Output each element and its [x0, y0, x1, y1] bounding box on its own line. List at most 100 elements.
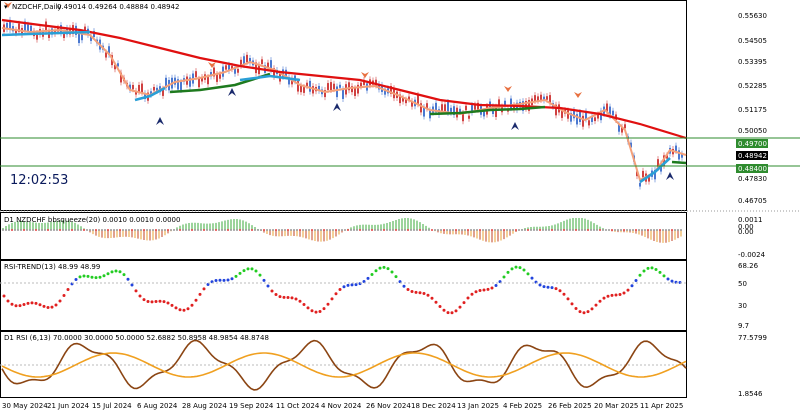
squeeze-dot: [200, 229, 202, 231]
main-price-panel[interactable]: [0, 0, 687, 211]
squeeze-dot: [533, 229, 535, 231]
squeeze-dot: [392, 229, 394, 231]
rsi-trend-dot: [298, 299, 302, 303]
candle-body: [228, 64, 230, 72]
rsi-trend-dot: [670, 279, 674, 283]
candle-body: [90, 35, 92, 41]
rsi-trend-dot: [386, 267, 390, 271]
squeeze-dot: [263, 229, 265, 231]
squeeze-dot: [341, 229, 343, 231]
lower-line-price: 0.48400: [738, 165, 767, 173]
rsi-trend-dot: [142, 298, 146, 302]
squeeze-dot: [134, 229, 136, 231]
squeeze-dot: [461, 229, 463, 231]
rsi-trend-dot: [474, 290, 478, 294]
rsi-trend-dot: [18, 304, 22, 308]
squeeze-dot: [509, 229, 511, 231]
squeeze-dot: [158, 229, 160, 231]
rsi-trend-dot: [90, 275, 94, 279]
rsi-trend-dot: [30, 301, 34, 305]
squeeze-dot: [380, 229, 382, 231]
candle-body: [513, 105, 515, 110]
squeeze-dot: [386, 229, 388, 231]
rsi-trend-label: RSI-TREND(13) 48.99 48.99: [4, 263, 100, 271]
squeeze-dot: [665, 229, 667, 231]
rsi-trend-dot: [334, 292, 338, 296]
price-tick: 0.55630: [738, 12, 767, 20]
rsi-trend-dot: [554, 287, 558, 291]
candle-body: [624, 124, 626, 129]
trend-line: [134, 86, 166, 102]
candle-body: [678, 150, 680, 160]
squeeze-dot: [332, 229, 334, 231]
symbol-arrow-icon[interactable]: ▾: [4, 3, 8, 11]
squeeze-dot: [626, 229, 628, 231]
squeeze-dot: [245, 229, 247, 231]
rsi-trend-dot: [302, 302, 306, 306]
squeeze-dot: [560, 229, 562, 231]
rsi-trend-dot: [550, 286, 554, 290]
candle-body: [609, 106, 611, 117]
rsi-trend-dot: [546, 285, 550, 289]
rsi-trend-dot: [134, 289, 138, 293]
squeeze-dot: [473, 229, 475, 231]
squeeze-dot: [578, 229, 580, 231]
rsi-trend-dot: [130, 283, 134, 287]
squeeze-dot: [458, 229, 460, 231]
squeeze-dot: [566, 229, 568, 231]
rsi-trend-dot: [262, 278, 266, 282]
squeeze-dot: [431, 229, 433, 231]
candle-body: [30, 25, 32, 33]
rsi-trend-dot: [478, 289, 482, 293]
squeeze-dot: [311, 229, 313, 231]
rsi-trend-dot: [198, 292, 202, 296]
candle-body: [375, 79, 377, 86]
rsi-trend-dot: [530, 276, 534, 280]
squeeze-dot: [188, 229, 190, 231]
squeeze-dot: [548, 229, 550, 231]
candle-body: [333, 83, 335, 90]
rsi-trend-dot: [206, 283, 210, 287]
time-label: 18 Dec 2024: [411, 402, 456, 410]
rsi-trend-panel[interactable]: [0, 260, 687, 331]
time-label: 11 Oct 2024: [276, 402, 320, 410]
squeeze-dot: [395, 229, 397, 231]
candle-body: [156, 87, 158, 92]
time-label: 28 Aug 2024: [182, 402, 227, 410]
sell-arrow-icon: [574, 92, 582, 98]
rsi-trend-dot: [98, 275, 102, 279]
rsi-trend-dot: [366, 276, 370, 280]
rsi-trend-dot: [26, 301, 30, 305]
squeeze-dot: [26, 229, 28, 231]
rsi-trend-dot: [74, 278, 78, 282]
candle-body: [267, 62, 269, 69]
rsi-trend-dot: [622, 291, 626, 295]
squeeze-dot: [551, 229, 553, 231]
squeeze-dot: [11, 229, 13, 231]
squeeze-dot: [647, 229, 649, 231]
rsi-trend-dot: [274, 293, 278, 297]
candle-body: [363, 79, 365, 85]
rsi-trend-dot: [174, 306, 178, 310]
squeeze-dot: [434, 229, 436, 231]
candle-body: [474, 104, 476, 110]
rsi-trend-dot: [338, 288, 342, 292]
time-label: 13 Jan 2025: [457, 402, 499, 410]
squeeze-dot: [176, 229, 178, 231]
candle-body: [318, 85, 320, 91]
bbsqueeze-panel[interactable]: [0, 212, 687, 260]
rsi-trend-dot: [586, 310, 590, 314]
rsi-trend-dot: [502, 275, 506, 279]
squeeze-dot: [443, 229, 445, 231]
squeeze-dot: [137, 229, 139, 231]
current-price: 0.48942: [738, 152, 767, 160]
squeeze-dot: [29, 229, 31, 231]
squeeze-dot: [209, 229, 211, 231]
squeeze-dot: [251, 229, 253, 231]
squeeze-dot: [149, 229, 151, 231]
rsi-lines: [0, 339, 687, 391]
candle-body: [51, 28, 53, 35]
squeeze-dot: [575, 229, 577, 231]
horizontal-lines-layer[interactable]: [0, 137, 800, 167]
